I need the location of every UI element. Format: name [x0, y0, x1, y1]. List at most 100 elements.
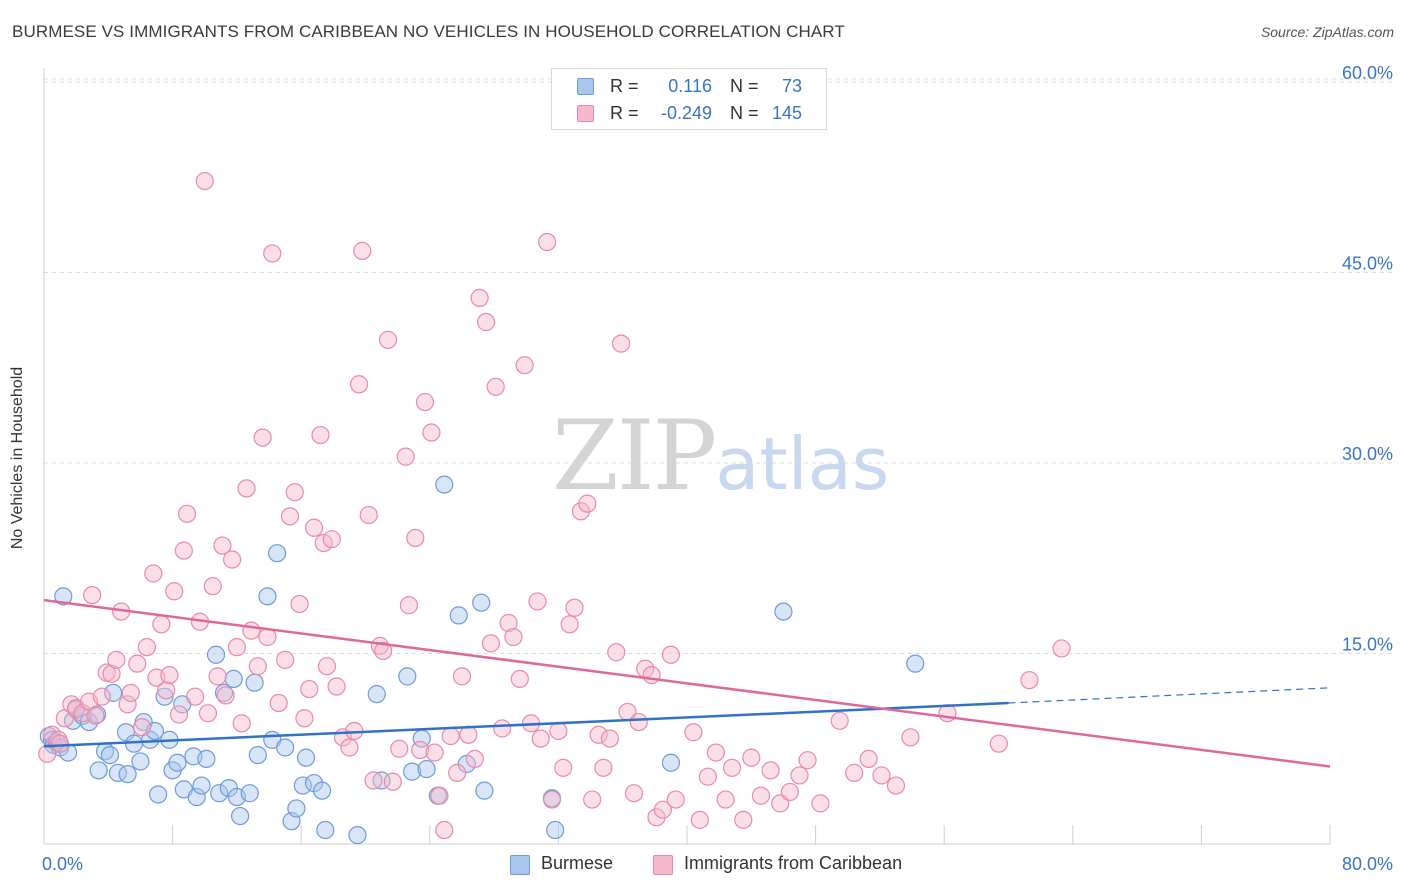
burmese-point — [224, 669, 243, 689]
caribbean-point — [742, 748, 761, 767]
burmese-point — [149, 785, 168, 804]
burmese-trend-line — [43, 701, 1009, 748]
caribbean-point — [538, 232, 557, 252]
caribbean-point — [830, 711, 849, 730]
caribbean-point — [629, 712, 648, 732]
caribbean-point — [470, 288, 489, 307]
caribbean-point — [227, 638, 246, 657]
caribbean-point — [390, 739, 409, 758]
caribbean-point — [137, 638, 156, 657]
burmese-point — [245, 673, 264, 692]
caribbean-point — [661, 645, 681, 664]
caribbean-point — [349, 375, 369, 394]
caribbean-point — [208, 667, 227, 686]
caribbean-point — [232, 714, 251, 733]
burmese-point — [197, 749, 216, 769]
burmese-point — [774, 602, 793, 621]
burmese-point — [231, 806, 250, 826]
x-tick-label: 0.0% — [42, 854, 83, 874]
legend-swatch-caribbean — [577, 105, 594, 122]
burmese-point — [131, 752, 150, 771]
caribbean-point — [589, 725, 608, 744]
burmese-point — [118, 765, 137, 784]
caribbean-point — [859, 749, 878, 769]
caribbean-point — [811, 794, 830, 813]
caribbean-point — [359, 505, 378, 525]
burmese-point — [546, 820, 565, 840]
caribbean-point — [448, 763, 467, 782]
burmese-point — [206, 645, 226, 664]
caribbean-point — [83, 585, 102, 605]
burmese-point — [367, 685, 386, 704]
caribbean-point — [107, 650, 126, 669]
legend-n-label: N = — [730, 103, 759, 123]
caribbean-point — [504, 627, 523, 647]
caribbean-point — [684, 723, 703, 742]
legend-row-caribbean: R = -0.249 N = 145 — [552, 100, 826, 126]
caribbean-point — [290, 594, 309, 614]
caribbean-point — [845, 763, 864, 782]
caribbean-point — [734, 810, 753, 829]
burmese-point — [312, 781, 332, 800]
burmese-point — [192, 776, 211, 795]
caribbean-point — [374, 641, 393, 661]
legend-label-caribbean: Immigrants from Caribbean — [684, 853, 903, 873]
caribbean-point — [165, 582, 184, 601]
legend-r-label: R = — [610, 103, 639, 123]
caribbean-point — [263, 244, 282, 263]
burmese-point — [316, 820, 335, 840]
y-tick-label: 60.0% — [1342, 63, 1393, 83]
caribbean-point — [499, 613, 518, 633]
caribbean-point — [353, 241, 372, 261]
burmese-point — [155, 687, 174, 706]
caribbean-point — [295, 709, 314, 728]
watermark-atlas: atlas — [715, 422, 890, 506]
burmese-point — [89, 761, 108, 780]
caribbean-point — [441, 726, 460, 746]
caribbean-point — [698, 767, 717, 786]
caribbean-point — [317, 657, 337, 676]
caribbean-point — [364, 771, 383, 790]
caribbean-point — [144, 564, 163, 583]
burmese-point — [267, 544, 287, 563]
caribbean-point — [647, 808, 666, 827]
caribbean-point — [425, 743, 444, 762]
caribbean-point — [565, 598, 584, 617]
y-tick-label: 15.0% — [1342, 635, 1393, 655]
caribbean-point — [716, 790, 735, 809]
caribbean-point — [486, 377, 505, 396]
caribbean-point — [121, 683, 140, 702]
chart-title: BURMESE VS IMMIGRANTS FROM CARIBBEAN NO … — [12, 22, 845, 41]
caribbean-point — [203, 577, 222, 596]
caribbean-point — [481, 634, 500, 653]
burmese-point — [296, 748, 316, 767]
burmese-point — [435, 475, 454, 494]
caribbean-point — [886, 776, 906, 795]
caribbean-point — [174, 541, 193, 560]
caribbean-point — [186, 687, 205, 706]
caribbean-point — [378, 330, 398, 349]
caribbean-point — [459, 725, 478, 744]
caribbean-point — [790, 766, 809, 785]
y-tick-label: 45.0% — [1342, 254, 1393, 274]
burmese-point — [906, 654, 925, 673]
burmese-point — [472, 593, 491, 612]
burmese-point — [661, 753, 681, 772]
caribbean-point — [152, 615, 171, 634]
caribbean-point — [396, 447, 415, 466]
legend-n-value: 73 — [781, 76, 802, 96]
caribbean-point — [195, 171, 214, 191]
legend-swatch-burmese — [510, 855, 530, 875]
burmese-point — [287, 799, 306, 818]
caribbean-point — [666, 790, 685, 809]
legend-n-value: 145 — [771, 103, 802, 123]
caribbean-point — [751, 786, 771, 805]
caribbean-point — [872, 766, 891, 785]
caribbean-point — [493, 719, 512, 738]
burmese-point — [187, 787, 206, 807]
caribbean-point — [611, 334, 631, 353]
caribbean-point — [169, 705, 189, 724]
burmese-point — [276, 738, 295, 757]
burmese-point — [258, 587, 277, 606]
x-tick-label: 80.0% — [1342, 854, 1393, 874]
